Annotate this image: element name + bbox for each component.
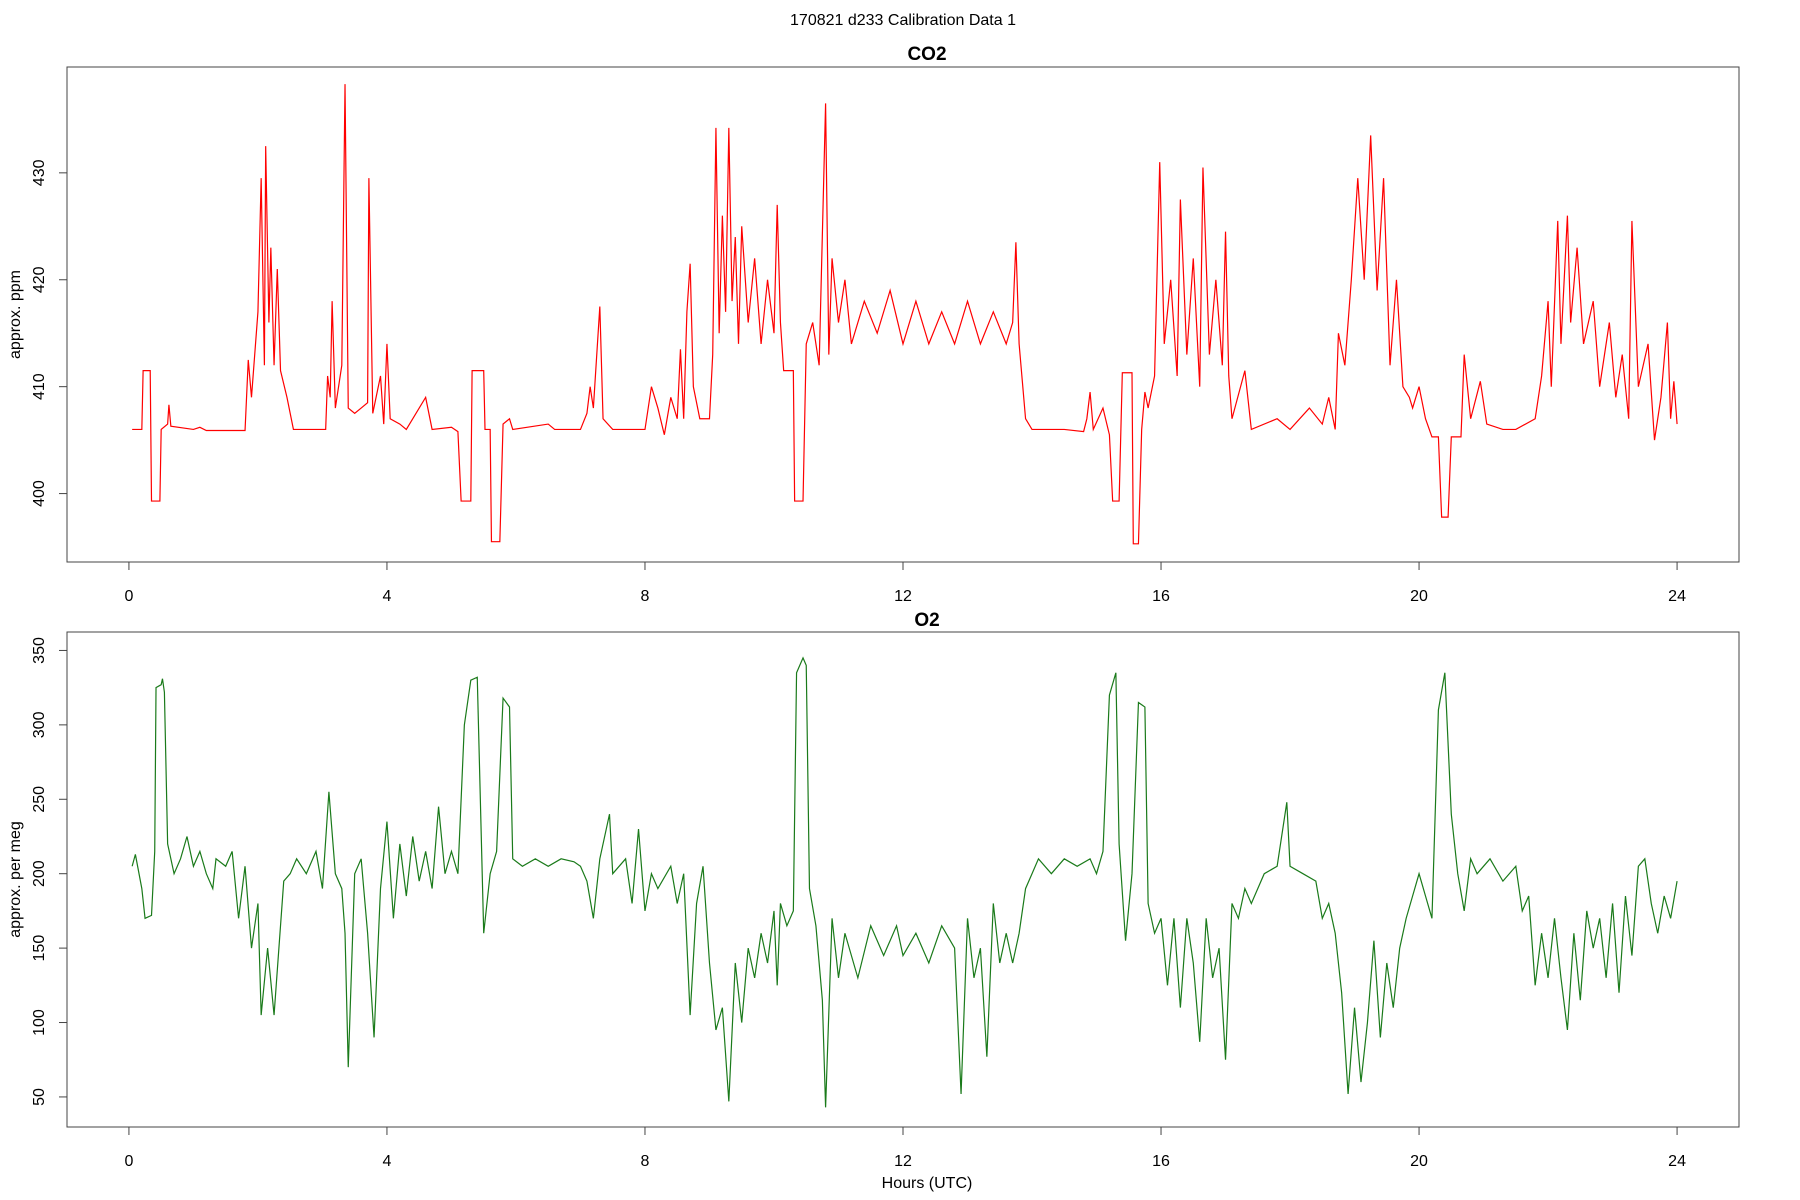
data-line <box>132 84 1678 545</box>
y-tick-label: 250 <box>31 786 48 813</box>
x-tick-label: 12 <box>894 1153 912 1170</box>
x-tick-label: 20 <box>1410 1153 1428 1170</box>
x-tick-label: 4 <box>382 588 391 605</box>
plot-frame <box>66 66 1740 563</box>
y-axis-label: approx. per meg <box>7 821 24 938</box>
y-axis-label: approx. ppm <box>7 270 24 359</box>
x-tick-label: 16 <box>1152 588 1170 605</box>
data-line <box>131 656 1678 1108</box>
x-tick-label: 24 <box>1668 588 1686 605</box>
y-tick-label: 300 <box>31 711 48 738</box>
x-tick-label: 4 <box>382 1153 391 1170</box>
x-tick-label: 0 <box>124 1153 133 1170</box>
plot-frame <box>66 631 1740 1128</box>
y-tick-label: 50 <box>31 1088 48 1106</box>
x-axis-label: Hours (UTC) <box>882 1175 973 1192</box>
page-title: 170821 d233 Calibration Data 1 <box>790 12 1016 29</box>
x-tick-label: 16 <box>1152 1153 1170 1170</box>
y-tick-label: 100 <box>31 1009 48 1036</box>
y-tick-label: 410 <box>31 373 48 400</box>
x-tick-label: 8 <box>641 588 650 605</box>
x-tick-label: 0 <box>124 588 133 605</box>
y-tick-label: 150 <box>31 935 48 962</box>
panel-title: O2 <box>914 610 939 631</box>
y-tick-label: 400 <box>31 480 48 507</box>
x-tick-label: 24 <box>1668 1153 1686 1170</box>
x-tick-label: 12 <box>894 588 912 605</box>
y-tick-label: 430 <box>31 159 48 186</box>
y-tick-label: 350 <box>31 637 48 664</box>
y-tick-label: 200 <box>31 860 48 887</box>
x-tick-label: 20 <box>1410 588 1428 605</box>
panel-title: CO2 <box>907 44 946 65</box>
y-tick-label: 420 <box>31 266 48 293</box>
x-tick-label: 8 <box>641 1153 650 1170</box>
